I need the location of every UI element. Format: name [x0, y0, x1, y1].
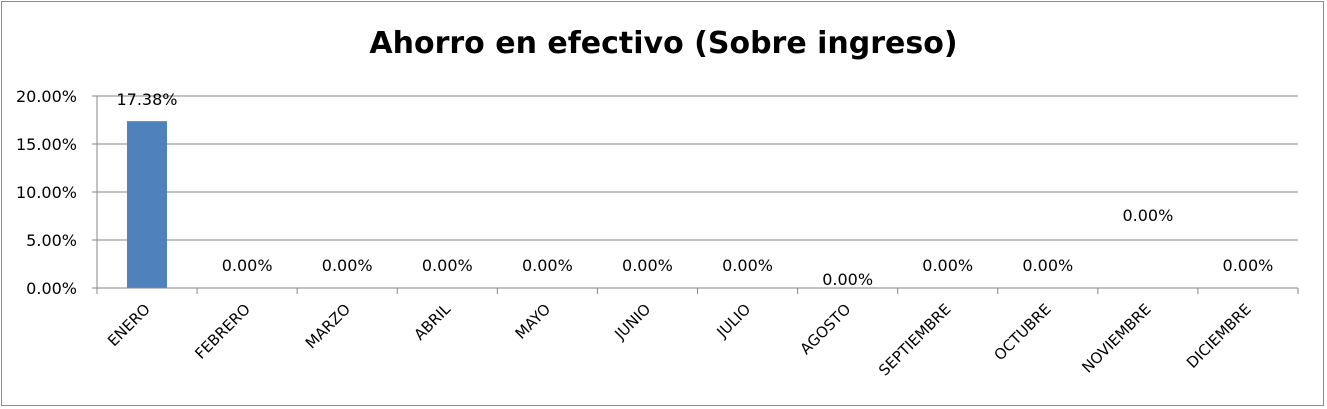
x-category-label: OCTUBRE: [991, 300, 1055, 364]
chart-title: Ahorro en efectivo (Sobre ingreso): [369, 26, 958, 61]
y-tick-label: 10.00%: [16, 183, 77, 202]
x-category-label: ABRIL: [410, 300, 454, 344]
data-label: 0.00%: [722, 256, 773, 275]
data-label: 17.38%: [116, 90, 177, 109]
y-tick-label: 5.00%: [26, 231, 77, 250]
data-label: 0.00%: [1122, 206, 1173, 225]
data-label: 0.00%: [622, 256, 673, 275]
x-category-label: ENERO: [104, 300, 154, 350]
bar: [127, 121, 167, 288]
data-label: 0.00%: [522, 256, 573, 275]
x-category-label: MAYO: [512, 300, 555, 343]
x-category-label: JULIO: [713, 300, 755, 342]
data-label: 0.00%: [822, 270, 873, 289]
x-category-label: AGOSTO: [797, 300, 855, 358]
x-category-label: FEBRERO: [191, 300, 254, 363]
x-category-label: NOVIEMBRE: [1078, 300, 1154, 376]
y-tick-label: 15.00%: [16, 135, 77, 154]
data-label: 0.00%: [422, 256, 473, 275]
x-category-label: JUNIO: [611, 300, 655, 344]
data-label: 0.00%: [322, 256, 373, 275]
x-category-label: MARZO: [302, 300, 354, 352]
x-category-label: SEPTIEMBRE: [875, 300, 954, 379]
data-label: 0.00%: [922, 256, 973, 275]
data-label: 0.00%: [222, 256, 273, 275]
y-tick-label: 20.00%: [16, 87, 77, 106]
data-label: 0.00%: [1022, 256, 1073, 275]
x-category-label: DICIEMBRE: [1183, 300, 1255, 372]
data-label: 0.00%: [1223, 256, 1274, 275]
y-tick-label: 0.00%: [26, 279, 77, 298]
